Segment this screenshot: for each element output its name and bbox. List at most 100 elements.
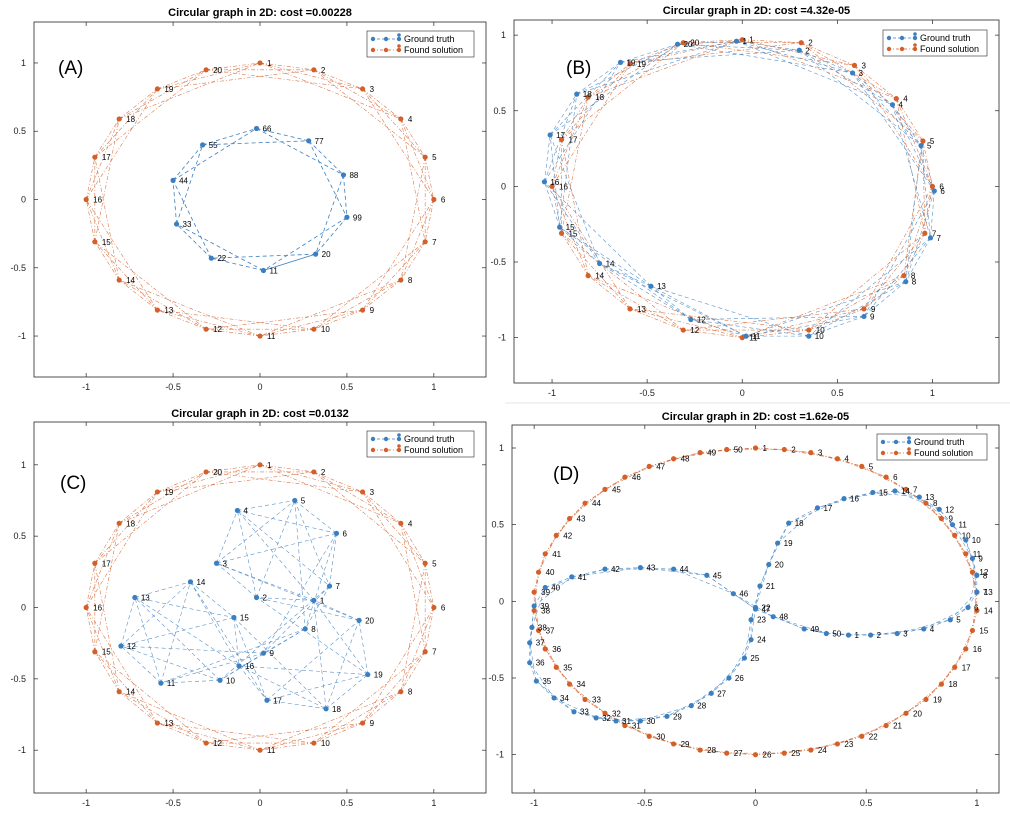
- found-solution-label: 4: [408, 115, 413, 124]
- found-edge: [755, 447, 785, 450]
- ground-truth-edge: [852, 72, 893, 105]
- legend-marker: [893, 439, 899, 445]
- ground-truth-edge: [673, 568, 734, 594]
- found-solution-label: 29: [681, 740, 690, 749]
- found-solution-point: [257, 747, 263, 753]
- found-edge: [972, 572, 978, 593]
- found-solution-point: [92, 649, 98, 655]
- found-solution-point: [974, 607, 980, 614]
- ground-truth-label: 17: [273, 696, 282, 705]
- ground-truth-edges: [172, 128, 348, 271]
- found-solution-label: 28: [707, 746, 716, 755]
- ground-truth-edge: [216, 510, 238, 564]
- found-solution-label: 18: [126, 115, 135, 124]
- x-tick-label: -0.5: [165, 382, 181, 392]
- ground-truth-label: 14: [606, 260, 615, 269]
- ground-truth-point: [870, 489, 876, 496]
- ground-truth-edge: [967, 591, 978, 608]
- found-edge: [259, 742, 314, 751]
- ground-truth-edge: [256, 128, 309, 142]
- found-solution-label: 3: [861, 61, 866, 70]
- found-solution-label: 9: [370, 719, 375, 728]
- ground-truth-point: [236, 663, 242, 669]
- ground-truth-point: [602, 566, 608, 572]
- ground-truth-edge: [134, 597, 234, 618]
- ground-truth-edge: [304, 585, 330, 630]
- found-edge: [801, 42, 897, 99]
- ground-truth-point: [187, 579, 194, 585]
- ground-truth-edge: [216, 500, 295, 564]
- legend-entry: Found solution: [404, 445, 463, 455]
- ground-truth-edge: [256, 500, 296, 598]
- ground-truth-label: 49: [810, 625, 819, 634]
- found-edge: [94, 651, 158, 724]
- y-tick-label: -0.5: [10, 674, 26, 684]
- ground-truth-point: [743, 333, 749, 339]
- ground-truth-label: 25: [750, 654, 759, 663]
- ground-truth-label: 23: [757, 616, 766, 625]
- found-edge: [362, 88, 426, 158]
- ground-truth-label: 12: [697, 315, 706, 324]
- ground-truth-point: [617, 59, 624, 65]
- found-solution-point: [627, 61, 633, 67]
- ground-truth-point: [173, 221, 180, 227]
- ground-truth-label: 7: [937, 234, 942, 243]
- ground-truth-point: [542, 584, 548, 591]
- ground-truth-edge: [690, 319, 747, 337]
- ground-truth-label: 15: [566, 223, 575, 232]
- x-tick-label: 0.5: [341, 798, 354, 808]
- ground-truth-label: 31: [622, 717, 631, 726]
- ground-truth-label: 18: [583, 90, 592, 99]
- found-solution-point: [398, 689, 404, 695]
- found-edge: [924, 186, 933, 234]
- found-edge: [683, 39, 743, 43]
- ground-truth-label: 9: [269, 649, 274, 658]
- ground-truth-label: 48: [779, 613, 788, 622]
- found-edge: [85, 199, 120, 281]
- found-solution-point: [798, 40, 804, 46]
- found-edge: [94, 241, 207, 330]
- y-tick-label: 0.5: [13, 126, 26, 136]
- ground-truth-edge: [233, 617, 327, 710]
- ground-truth-edge: [863, 281, 906, 317]
- y-tick-label: 0: [501, 181, 506, 191]
- found-edge: [400, 118, 426, 242]
- found-solution-point: [938, 681, 945, 687]
- ground-truth-label: 12: [945, 505, 954, 514]
- ground-truth-point: [648, 283, 654, 289]
- ground-truth-point: [889, 102, 896, 108]
- found-solution-label: 3: [818, 449, 823, 458]
- found-solution-edges: [85, 62, 435, 337]
- found-edge: [588, 275, 684, 331]
- found-edge: [588, 39, 743, 98]
- ground-truth-edge: [211, 253, 316, 259]
- found-solution-label: 13: [637, 305, 646, 314]
- ground-truth-edge: [777, 507, 818, 544]
- ground-truth-edge: [920, 145, 931, 238]
- ground-truth-label: 30: [646, 717, 655, 726]
- found-solution-point: [92, 154, 98, 160]
- found-solution-label: 19: [164, 488, 173, 497]
- found-edge: [94, 157, 120, 281]
- ground-truth-edge: [202, 140, 309, 146]
- found-edge: [400, 118, 435, 200]
- ground-truth-edge: [599, 263, 747, 337]
- found-edge: [538, 553, 546, 573]
- legend-marker: [899, 46, 905, 52]
- found-edge: [85, 118, 120, 200]
- ground-truth-edge: [266, 620, 360, 701]
- found-edge: [896, 98, 926, 234]
- found-solution-point: [311, 67, 317, 73]
- ground-truth-point: [748, 637, 754, 643]
- ground-truth-point: [947, 617, 953, 623]
- found-edge: [206, 62, 261, 71]
- found-solution-label: 49: [707, 449, 716, 458]
- ground-truth-edge: [120, 617, 234, 647]
- ground-truth-edge: [852, 72, 922, 146]
- ground-truth-point: [158, 680, 164, 686]
- legend-entry: Found solution: [920, 44, 979, 54]
- found-edge: [742, 308, 865, 338]
